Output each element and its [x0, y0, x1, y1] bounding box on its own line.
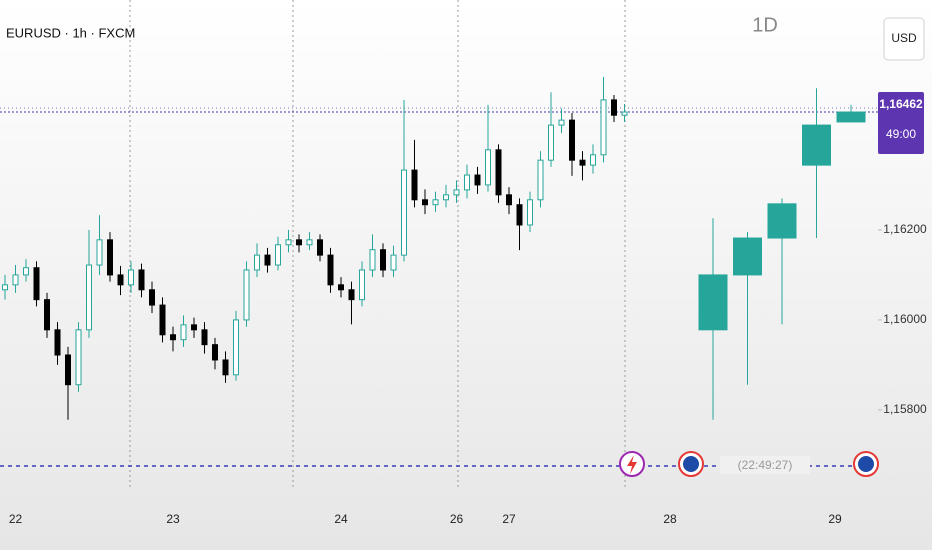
x-tick-label: 23 [166, 512, 180, 526]
candle-body [464, 174, 470, 191]
candle-body [411, 169, 418, 201]
candle-body [548, 124, 554, 161]
candle-body [75, 329, 82, 386]
candle-body [348, 289, 355, 301]
candle-body [380, 249, 386, 271]
candle-body [590, 154, 596, 166]
candle-body [506, 194, 512, 206]
session-lines [129, 0, 626, 490]
candle-body [432, 199, 439, 206]
x-tick-label: 26 [450, 512, 464, 526]
x-tick-label: 24 [334, 512, 348, 526]
candle-body [422, 199, 428, 206]
price-badge [878, 92, 924, 155]
event-icons [619, 451, 879, 477]
candle-body [254, 254, 260, 271]
x-tick-label: 29 [828, 512, 842, 526]
candle-body [107, 239, 113, 276]
candle-body [306, 239, 313, 246]
countdown: 49:00 [886, 127, 916, 141]
candle-body [527, 199, 533, 226]
candle-body [317, 239, 323, 256]
candle-body [836, 111, 866, 123]
candle-body [138, 269, 145, 291]
candle-body [149, 289, 155, 306]
candle-body [275, 244, 281, 266]
candle-body [12, 274, 19, 286]
price-label: 1,16462 [879, 97, 923, 111]
event-time-bg [720, 456, 810, 474]
candle-body [802, 124, 831, 166]
candle-body [537, 159, 544, 201]
candle-body [485, 149, 491, 186]
candle-body [170, 334, 176, 341]
x-tick-label: 22 [9, 512, 23, 526]
event-time: (22:49:27) [738, 458, 793, 472]
candle-body [767, 203, 797, 239]
candle-body [233, 319, 239, 376]
candle-body [338, 284, 344, 291]
candle-body [733, 237, 762, 276]
candle-body [474, 174, 481, 186]
candle-body [86, 264, 92, 331]
candle-body [621, 111, 628, 116]
y-tick-label: 1,16200 [883, 222, 927, 236]
candle-body [390, 254, 397, 271]
timeframe: 1D [752, 14, 778, 36]
candle-body [698, 274, 728, 331]
candle-body [33, 267, 40, 301]
chart-title: EURUSD · 1h · FXCM [6, 25, 135, 40]
x-tick-label: 27 [502, 512, 516, 526]
candle-body [611, 99, 617, 116]
x-tick-label: 28 [663, 512, 677, 526]
candle-body [285, 239, 292, 246]
candle-body [65, 354, 71, 386]
candle-body [296, 239, 302, 246]
candle-body [579, 159, 586, 166]
candle-body [327, 254, 334, 286]
candle-body [443, 194, 449, 201]
candle-body [495, 149, 502, 196]
candle-body [128, 269, 134, 286]
candle-body [117, 274, 124, 286]
candle-body [558, 119, 565, 126]
candle-body [2, 284, 8, 291]
candle-body [159, 304, 166, 336]
candle-body [96, 239, 103, 266]
candle-body [600, 99, 607, 156]
y-tick-label: 1,16000 [883, 312, 927, 326]
candle-body [401, 169, 407, 256]
candle-body [453, 189, 460, 196]
candle-body [243, 269, 250, 321]
candle-body [54, 329, 61, 356]
candle-body [359, 269, 365, 301]
candle-body [180, 324, 187, 341]
candle-body [264, 254, 271, 266]
currency-button[interactable] [883, 17, 925, 61]
candle-body [201, 329, 208, 346]
y-tick-label: 1,15800 [883, 402, 927, 416]
candle-body [369, 249, 376, 271]
candle-body [222, 359, 229, 376]
candle-body [212, 344, 218, 361]
candle-body [191, 324, 197, 331]
candle-body [44, 299, 50, 331]
candle-body [516, 204, 523, 226]
currency[interactable]: USD [891, 31, 917, 45]
candle-body [23, 267, 29, 276]
candle-body [569, 119, 575, 161]
